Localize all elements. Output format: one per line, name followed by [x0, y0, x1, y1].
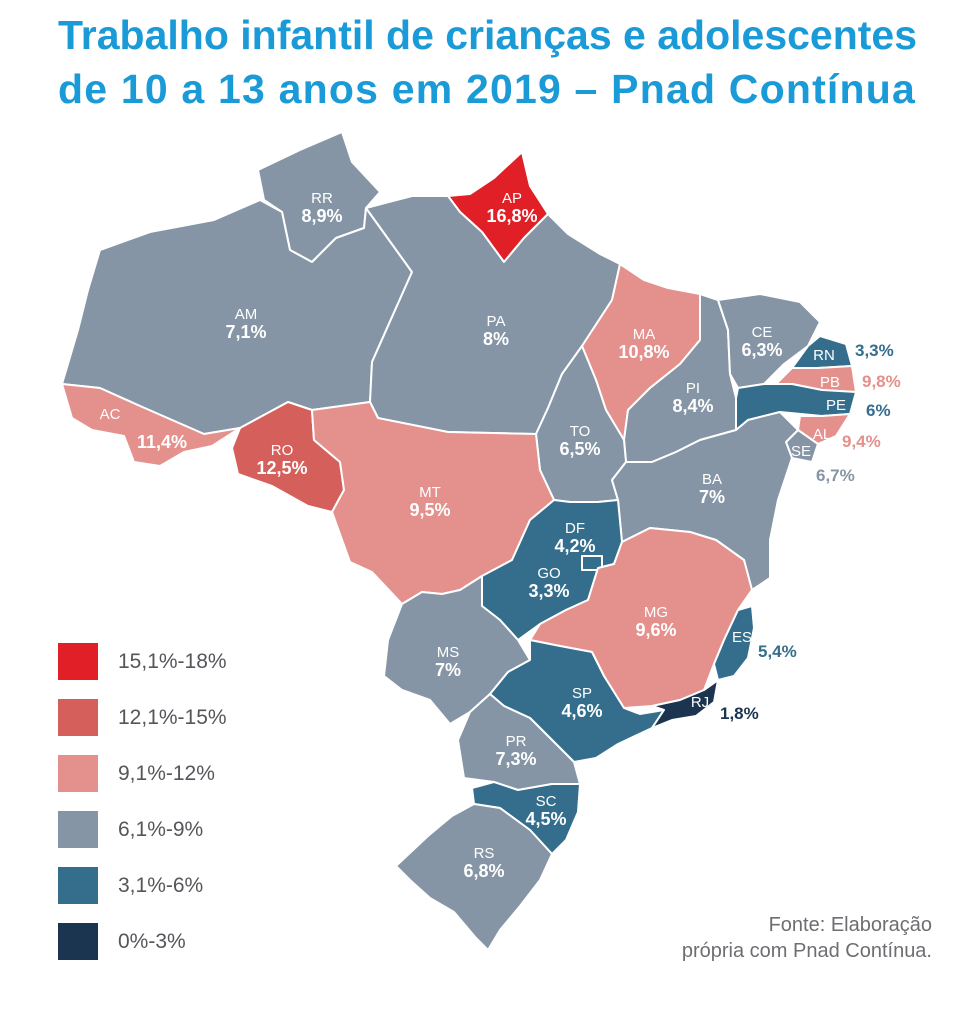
- source-note: Fonte: Elaboração própria com Pnad Contí…: [682, 912, 932, 964]
- state-PA-code: PA: [487, 313, 506, 330]
- state-RS: [395, 803, 553, 951]
- state-BA-code: BA: [702, 471, 722, 488]
- title-line-2: de 10 a 13 anos em 2019 – Pnad Contínua: [58, 66, 917, 112]
- state-MA-value: 10,8%: [618, 342, 669, 362]
- state-CE: [717, 293, 821, 389]
- source-line-2: própria com Pnad Contínua.: [681, 940, 932, 962]
- state-AM-value: 7,1%: [225, 322, 266, 342]
- state-MA-code: MA: [633, 326, 656, 343]
- state-GO-value: 3,3%: [528, 581, 569, 601]
- state-CE-value: 6,3%: [741, 340, 782, 360]
- state-SC-value: 4,5%: [525, 809, 566, 829]
- legend-label: 9,1%-12%: [118, 761, 215, 785]
- state-ES-value: 5,4%: [758, 642, 797, 661]
- legend-item-12-15: 12,1%-15%: [58, 699, 227, 736]
- title-line-1: Trabalho infantil de crianças e adolesce…: [58, 12, 918, 58]
- state-MS-value: 7%: [435, 660, 461, 680]
- state-RJ-shape: [651, 679, 719, 729]
- state-TO-value: 6,5%: [559, 439, 600, 459]
- state-ES-shape: [713, 605, 755, 681]
- legend-item-9-12: 9,1%-12%: [58, 755, 227, 792]
- state-MS-code: MS: [437, 644, 460, 661]
- state-MT-code: MT: [419, 484, 441, 501]
- state-TO-code: TO: [570, 423, 591, 440]
- state-DF-code: DF: [565, 520, 585, 537]
- state-RS-value: 6,8%: [463, 861, 504, 881]
- state-AC-shape: [61, 383, 241, 467]
- legend-swatch: [58, 755, 98, 792]
- external-labels: 3,3% 9,8% 6% 9,4% 6,7% 5,4% 1,8%: [720, 341, 901, 723]
- state-RR-value: 8,9%: [301, 206, 342, 226]
- state-AC: [61, 383, 241, 467]
- state-AL-value: 9,4%: [842, 432, 881, 451]
- state-SE-code: SE: [791, 443, 811, 460]
- state-SP-value: 4,6%: [561, 701, 602, 721]
- state-MG-value: 9,6%: [635, 620, 676, 640]
- legend-label: 3,1%-6%: [118, 873, 204, 897]
- state-ES: [713, 605, 755, 681]
- legend-label: 15,1%-18%: [118, 649, 227, 673]
- state-RJ: [651, 679, 719, 729]
- state-SE-value: 6,7%: [816, 466, 855, 485]
- state-RN-code: RN: [813, 347, 835, 364]
- state-PE-value: 6%: [866, 401, 891, 420]
- state-DF-value: 4,2%: [554, 536, 595, 556]
- state-labels: RR 8,9% AP 16,8% AM 7,1% PA 8% MA 10,8% …: [100, 190, 846, 881]
- state-AP-value: 16,8%: [486, 206, 537, 226]
- state-AP-code: AP: [502, 190, 522, 207]
- legend-item-0-3: 0%-3%: [58, 923, 227, 960]
- legend-label: 12,1%-15%: [118, 705, 227, 729]
- state-RJ-code: RJ: [691, 694, 709, 711]
- legend-swatch: [58, 867, 98, 904]
- map-title: Trabalho infantil de crianças e adolesce…: [58, 8, 948, 116]
- legend-label: 0%-3%: [118, 929, 186, 953]
- state-RJ-value: 1,8%: [720, 704, 759, 723]
- legend-item-15-18: 15,1%-18%: [58, 643, 227, 680]
- legend-label: 6,1%-9%: [118, 817, 204, 841]
- legend-item-3-6: 3,1%-6%: [58, 867, 227, 904]
- state-SP-code: SP: [572, 685, 592, 702]
- state-PI-value: 8,4%: [672, 396, 713, 416]
- state-PB-code: PB: [820, 374, 840, 391]
- legend-item-6-9: 6,1%-9%: [58, 811, 227, 848]
- state-AL-code: AL: [813, 426, 831, 443]
- state-RS-code: RS: [474, 845, 495, 862]
- state-SC-code: SC: [536, 793, 557, 810]
- source-line-1: Fonte: Elaboração: [768, 914, 932, 936]
- state-CE-code: CE: [752, 324, 773, 341]
- state-PE-code: PE: [826, 397, 846, 414]
- legend-swatch: [58, 923, 98, 960]
- legend-swatch: [58, 699, 98, 736]
- state-BA-value: 7%: [699, 487, 725, 507]
- state-PR-value: 7,3%: [495, 749, 536, 769]
- state-PB-value: 9,8%: [862, 372, 901, 391]
- state-PA-value: 8%: [483, 329, 509, 349]
- state-PI-code: PI: [686, 380, 700, 397]
- legend-swatch: [58, 643, 98, 680]
- state-CE-shape: [717, 293, 821, 389]
- state-GO-code: GO: [537, 565, 560, 582]
- state-RR-code: RR: [311, 190, 333, 207]
- state-MG-code: MG: [644, 604, 668, 621]
- state-ES-code: ES: [732, 629, 752, 646]
- state-RO-code: RO: [271, 442, 294, 459]
- state-RS-shape: [395, 803, 553, 951]
- legend: 15,1%-18% 12,1%-15% 9,1%-12% 6,1%-9% 3,1…: [58, 643, 227, 979]
- state-AC-code: AC: [100, 406, 121, 423]
- state-PR-code: PR: [506, 733, 527, 750]
- state-RO-value: 12,5%: [256, 458, 307, 478]
- state-AC-value: 11,4%: [137, 432, 187, 452]
- legend-swatch: [58, 811, 98, 848]
- state-MT-value: 9,5%: [409, 500, 450, 520]
- state-AM-code: AM: [235, 306, 258, 323]
- state-RN-value: 3,3%: [855, 341, 894, 360]
